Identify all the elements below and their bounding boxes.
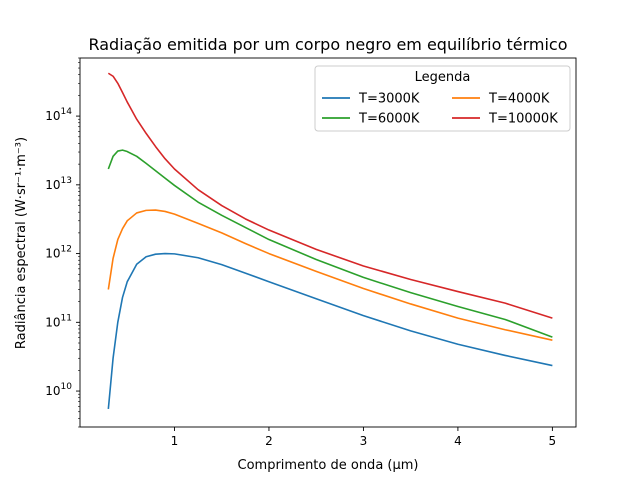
series-line-0 bbox=[107, 252, 553, 409]
y-axis-label: Radiância espectral (W·sr⁻¹·m⁻³) bbox=[14, 137, 29, 349]
y-tick-label-4: 1014 bbox=[45, 107, 72, 123]
legend-label-0: T=3000K bbox=[358, 92, 420, 107]
legend-title: Legenda bbox=[415, 70, 471, 85]
y-tick-label-3: 1013 bbox=[45, 176, 72, 192]
series-line-1 bbox=[107, 209, 553, 341]
plot-area bbox=[107, 72, 553, 409]
legend-box bbox=[314, 65, 571, 132]
series-line-3 bbox=[107, 72, 553, 319]
x-tick-label-4: 5 bbox=[549, 434, 557, 448]
y-tick-label-0: 1010 bbox=[45, 382, 72, 398]
legend-label-2: T=6000K bbox=[358, 112, 420, 127]
x-axis-label: Comprimento de onda (μm) bbox=[238, 458, 419, 473]
x-tick-label-0: 1 bbox=[171, 434, 179, 448]
chart-title: Radiação emitida por um corpo negro em e… bbox=[88, 35, 567, 54]
x-tick-label-3: 4 bbox=[454, 434, 462, 448]
axes-frame bbox=[79, 57, 577, 428]
x-tick-label-1: 2 bbox=[265, 434, 273, 448]
y-tick-label-1: 1011 bbox=[45, 313, 72, 329]
legend-label-3: T=10000K bbox=[488, 112, 558, 127]
legend-label-1: T=4000K bbox=[488, 92, 550, 107]
axes: 1 2 3 4 5 1010 1011 1012 1013 1014 bbox=[45, 57, 577, 448]
legend: Legenda T=3000K T=4000K T=6000K T=10000K bbox=[314, 65, 571, 132]
x-tick-label-2: 3 bbox=[360, 434, 368, 448]
series-line-2 bbox=[107, 149, 553, 338]
y-tick-label-2: 1012 bbox=[45, 245, 72, 261]
